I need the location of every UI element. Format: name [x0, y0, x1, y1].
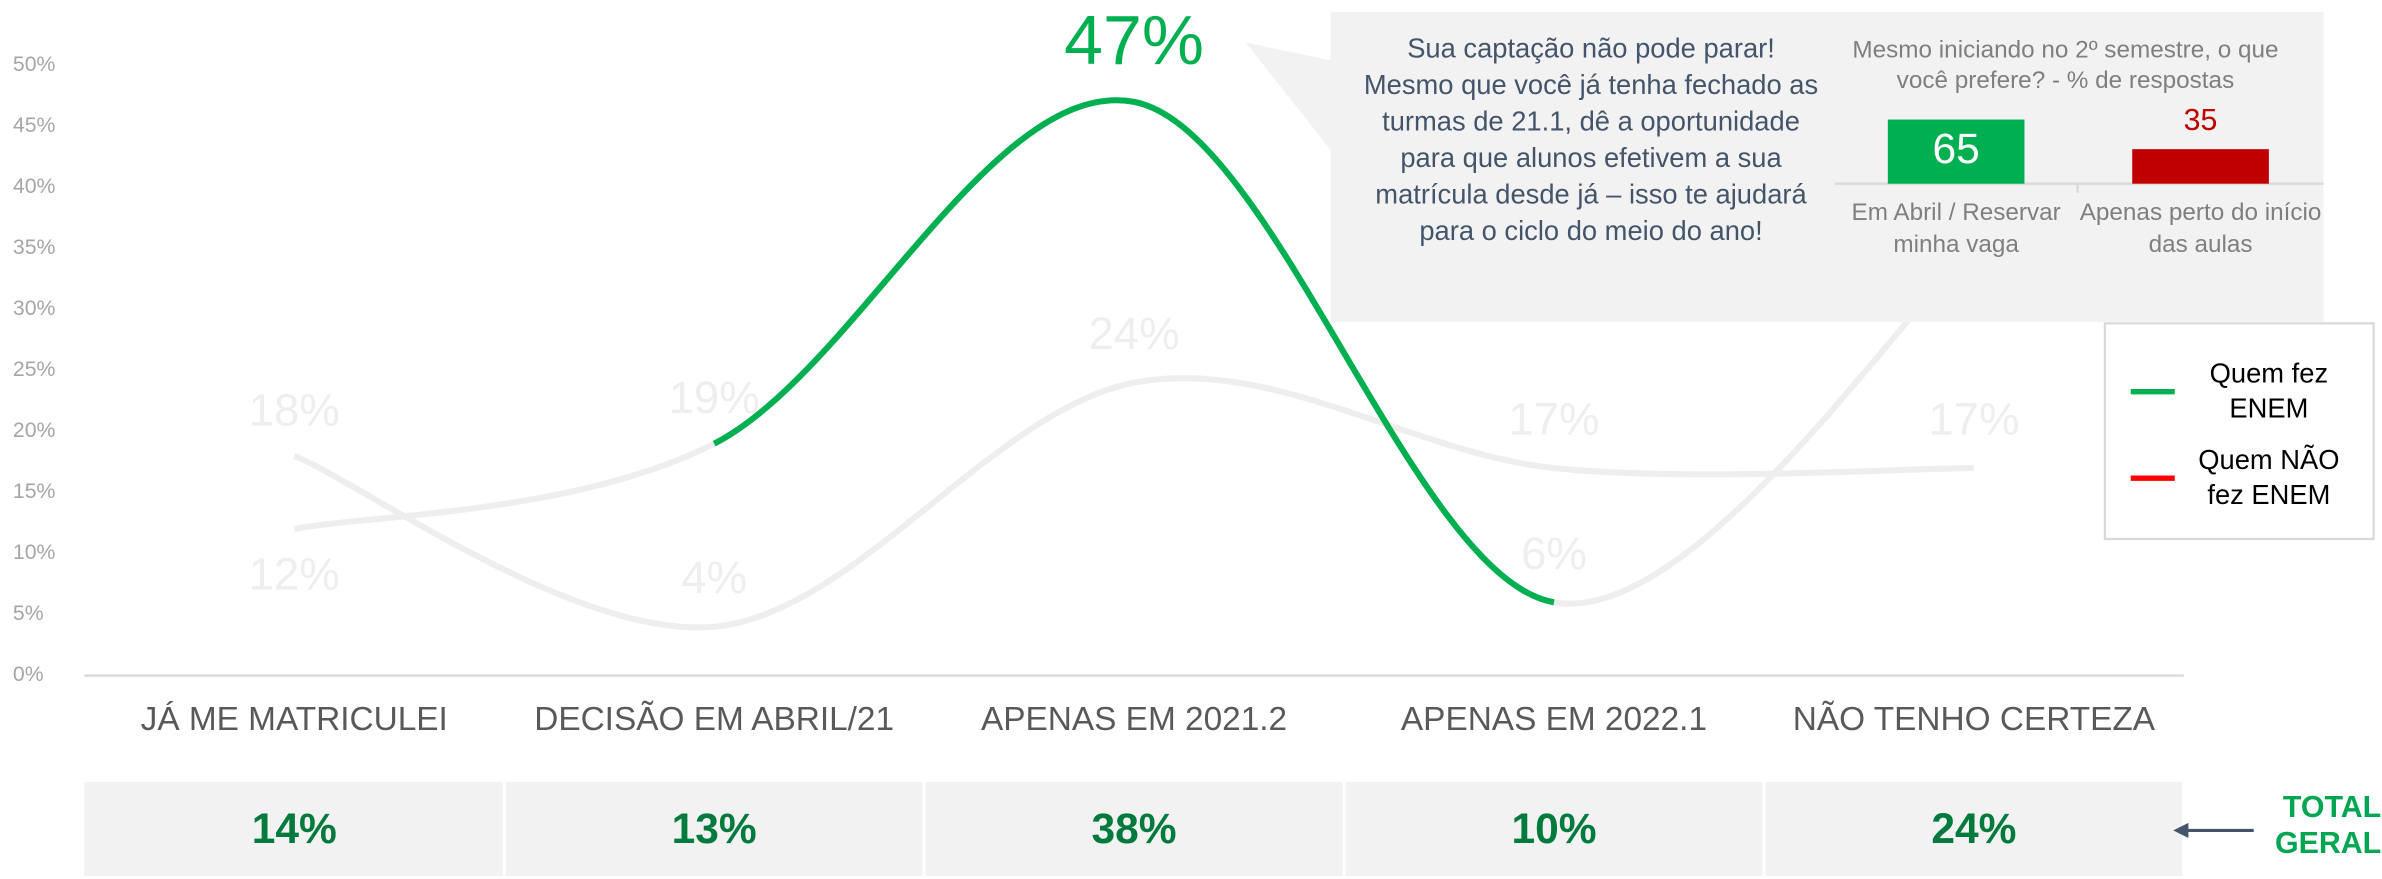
muted-label: 4% — [681, 552, 747, 603]
mini-category-label: Em Abril / Reservar minha vaga — [1851, 200, 2061, 259]
legend-label: Quem NÃO fez ENEM — [2198, 444, 2340, 511]
muted-label: 17% — [1928, 394, 2019, 445]
legend-label-box: Quem NÃO fez ENEM — [2198, 444, 2340, 511]
y-tick-label: 0% — [13, 662, 44, 686]
total-cell — [1345, 781, 1763, 876]
total-label-box: TOTAL GERAL — [2274, 790, 2382, 861]
muted-label: 12% — [249, 549, 340, 600]
legend-label: Quem fez ENEM — [2209, 358, 2329, 424]
mini-category-label-box: Apenas perto do início das aulas — [2079, 200, 2322, 259]
muted-label: 24% — [1088, 308, 1179, 359]
x-tick-label: APENAS EM 2022.1 — [1401, 701, 1707, 738]
y-tick-label: 45% — [13, 113, 56, 137]
total-value: 24% — [1931, 806, 2016, 853]
callout-pointer — [1245, 42, 1333, 152]
muted-label: 19% — [669, 372, 760, 423]
y-tick-label: 25% — [13, 357, 56, 381]
mini-bar — [2132, 149, 2269, 184]
mini-bar-label: 65 — [1932, 126, 1979, 173]
total-cell — [505, 781, 923, 876]
x-tick-label: JÁ ME MATRICULEI — [141, 701, 448, 738]
mini-category-label: Apenas perto do início das aulas — [2079, 200, 2322, 259]
y-tick-label: 35% — [13, 235, 56, 259]
mini-bar-label: 35 — [2184, 104, 2218, 137]
total-cell — [84, 781, 503, 876]
peak-label: 47% — [1064, 1, 1204, 79]
x-tick-label: NÃO TENHO CERTEZA — [1793, 700, 2156, 738]
total-value: 10% — [1511, 806, 1596, 853]
muted-label: 17% — [1508, 394, 1599, 445]
muted-label: 6% — [1521, 528, 1587, 579]
mini-category-label-box: Em Abril / Reservar minha vaga — [1851, 200, 2061, 259]
y-tick-label: 50% — [13, 52, 56, 76]
total-value: 14% — [252, 806, 337, 853]
y-tick-label: 30% — [13, 296, 56, 320]
mini-bar — [1887, 119, 2025, 184]
legend-box — [2103, 322, 2375, 541]
y-tick-label: 40% — [13, 174, 56, 198]
y-tick-label: 15% — [13, 479, 56, 503]
total-cell — [1765, 781, 2183, 876]
y-tick-label: 10% — [13, 540, 56, 564]
total-value: 38% — [1092, 806, 1177, 853]
callout-text-box: Sua captação não pode parar! Mesmo que v… — [1363, 33, 1819, 246]
y-tick-label: 20% — [13, 418, 56, 442]
muted-label: 18% — [249, 384, 340, 435]
x-tick-label: APENAS EM 2021.2 — [981, 701, 1287, 738]
mini-chart-title: Mesmo iniciando no 2º semestre, o que vo… — [1852, 37, 2279, 95]
total-cell — [925, 781, 1343, 876]
x-tick-label: DECISÃO EM ABRIL/21 — [534, 700, 894, 738]
mini-chart-title-box: Mesmo iniciando no 2º semestre, o que vo… — [1852, 37, 2279, 95]
muted-line — [293, 375, 1974, 631]
total-label: TOTAL GERAL — [2274, 790, 2382, 861]
highlight-line — [712, 97, 1555, 606]
callout-text: Sua captação não pode parar! Mesmo que v… — [1363, 33, 1819, 246]
total-value: 13% — [672, 806, 757, 853]
legend-label-box: Quem fez ENEM — [2209, 358, 2329, 424]
y-tick-label: 5% — [13, 601, 44, 625]
total-arrowhead — [2173, 822, 2189, 839]
